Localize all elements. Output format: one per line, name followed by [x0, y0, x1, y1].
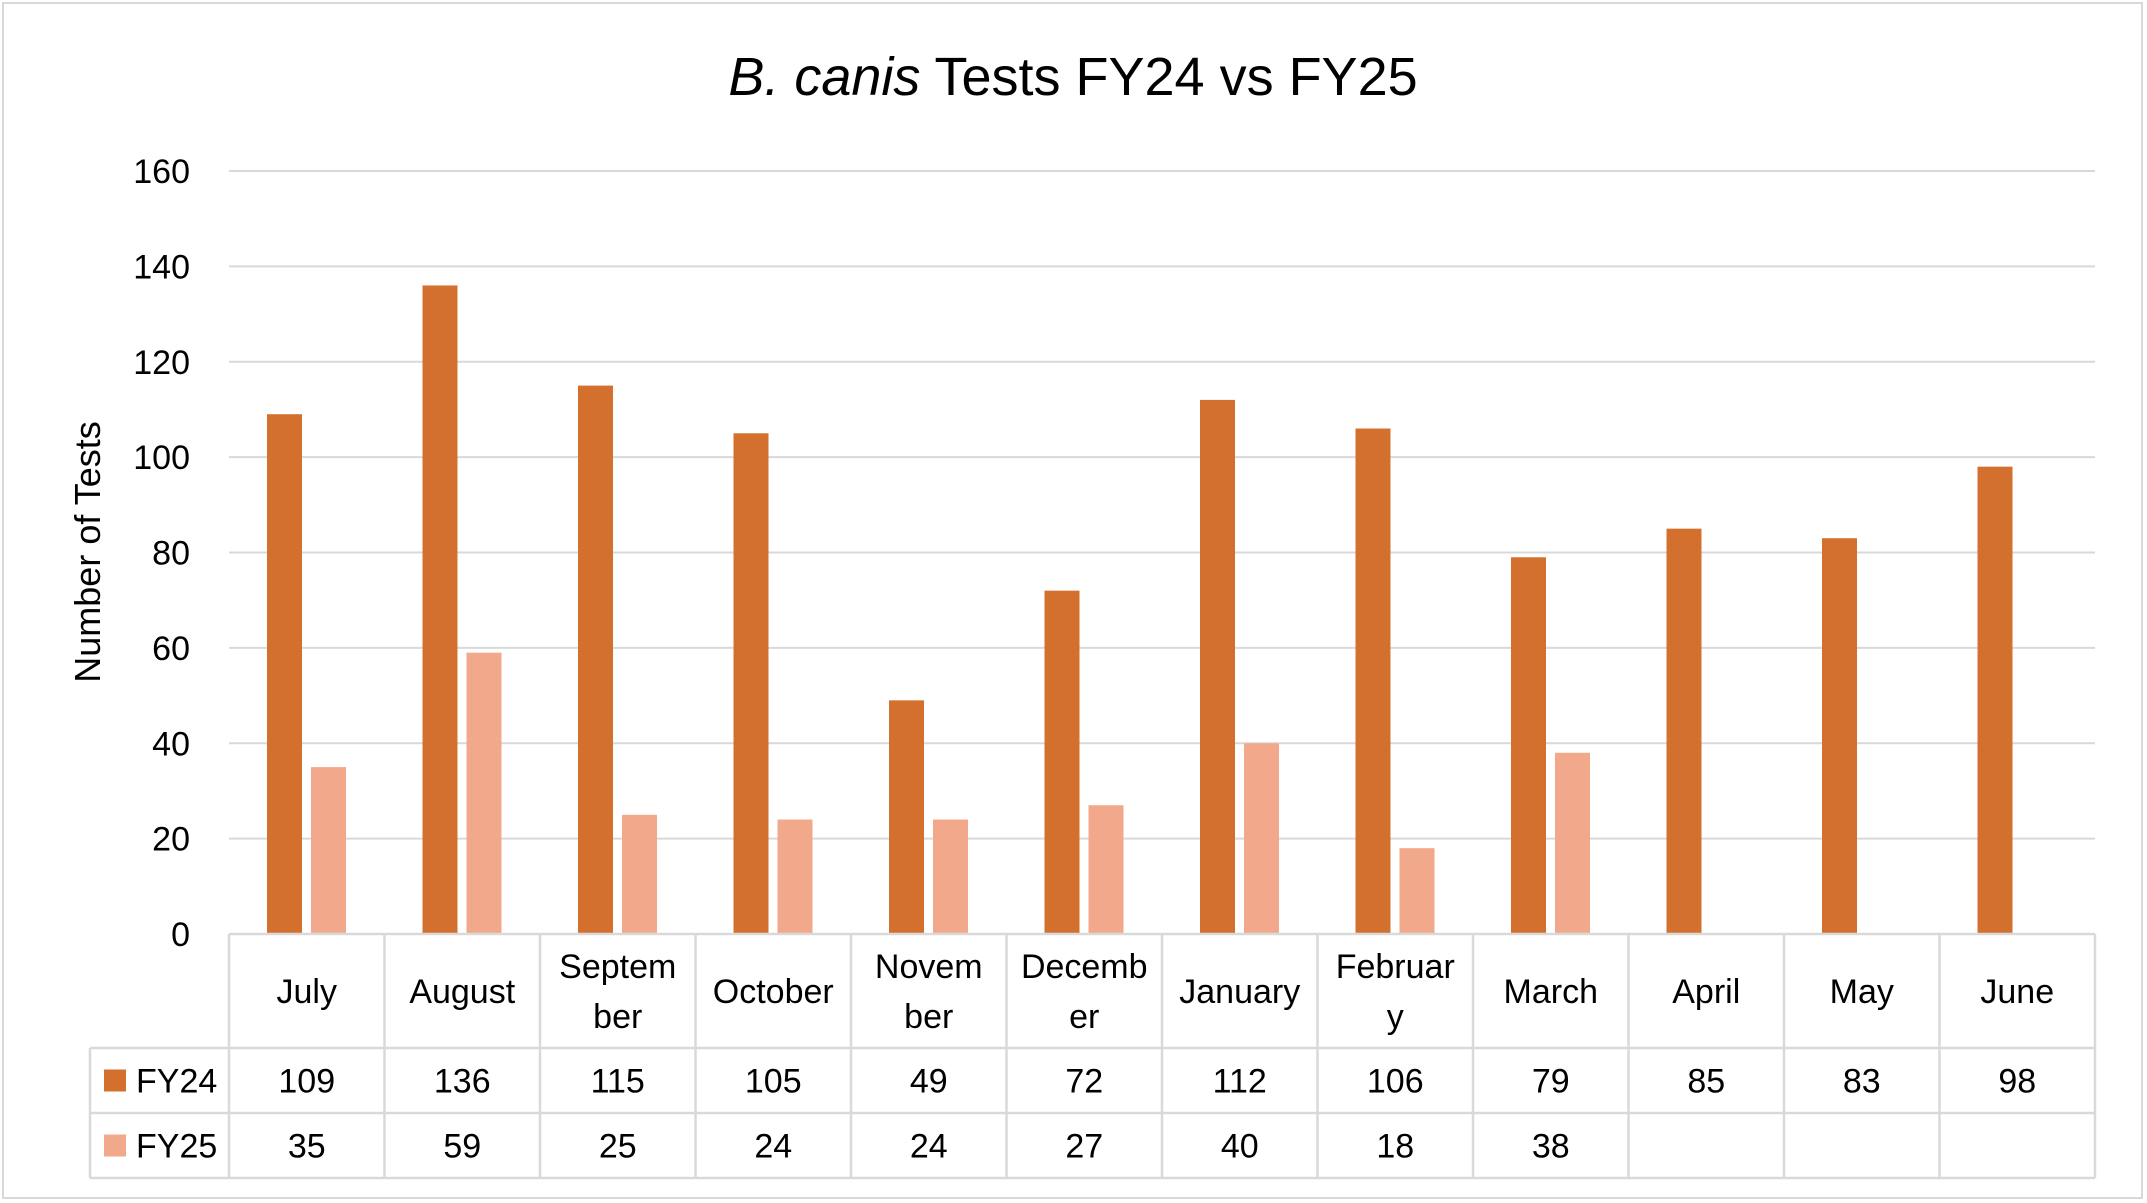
bar-fy25 — [1399, 848, 1435, 934]
bar-fy25 — [933, 819, 968, 934]
legend-label: FY25 — [136, 1128, 217, 1166]
bar-fy24 — [422, 285, 458, 934]
y-tick-label: 120 — [133, 344, 190, 382]
x-category-label: October — [713, 973, 834, 1011]
bar-fy24 — [733, 433, 769, 934]
y-tick-label: 40 — [152, 725, 190, 763]
bar-fy24 — [1511, 557, 1546, 934]
bar-fy24 — [1822, 538, 1857, 934]
bar-fy25 — [311, 767, 346, 934]
bar-fy25 — [1244, 743, 1279, 934]
data-table-value: 72 — [1065, 1063, 1103, 1101]
x-category-label: August — [409, 973, 515, 1011]
x-category-label: y — [1387, 998, 1404, 1036]
bar-fy25 — [1088, 805, 1124, 934]
legend-swatch-fy25 — [104, 1134, 126, 1157]
y-tick-label: 100 — [133, 439, 190, 477]
data-table-value: 35 — [288, 1128, 326, 1166]
bar-fy24 — [578, 385, 613, 934]
x-category-label: Februar — [1336, 948, 1455, 986]
y-tick-label: 140 — [133, 248, 190, 286]
x-category-label: er — [1069, 998, 1099, 1036]
bar-fy25 — [1555, 752, 1590, 934]
bar-fy24 — [1977, 466, 2013, 934]
data-table-value: 98 — [1998, 1063, 2036, 1101]
data-table-value: 18 — [1376, 1128, 1414, 1166]
bar-fy24 — [1666, 528, 1702, 934]
data-table-value: 115 — [591, 1063, 645, 1101]
x-category-label: July — [277, 973, 337, 1011]
data-table-value: 105 — [745, 1063, 802, 1101]
data-table-value: 24 — [754, 1128, 792, 1166]
y-tick-label: 20 — [152, 821, 190, 859]
bar-fy24 — [1044, 590, 1080, 934]
data-table-value: 59 — [443, 1128, 481, 1166]
x-category-label: Septem — [559, 948, 676, 986]
data-table-value: 24 — [910, 1128, 948, 1166]
bar-fy24 — [267, 414, 302, 934]
y-axis-label: Number of Tests — [67, 421, 108, 682]
data-table-value: 112 — [1213, 1063, 1267, 1101]
bar-fy24 — [889, 700, 924, 934]
x-category-label: April — [1672, 973, 1740, 1011]
data-table-value: 136 — [434, 1063, 491, 1101]
x-category-label: ber — [904, 998, 953, 1036]
data-table-value: 25 — [599, 1128, 637, 1166]
bar-fy25 — [777, 819, 813, 934]
x-category-label: March — [1504, 973, 1598, 1011]
x-category-label: Decemb — [1021, 948, 1148, 986]
x-category-label: Novem — [875, 948, 983, 986]
x-category-label: January — [1179, 973, 1300, 1011]
bar-fy25 — [622, 814, 657, 934]
data-table-value: 79 — [1532, 1063, 1570, 1101]
bar-fy25 — [466, 652, 502, 934]
legend-swatch-fy24 — [104, 1069, 126, 1092]
data-table-value: 106 — [1367, 1063, 1424, 1101]
bar-fy24 — [1200, 399, 1235, 934]
bar-fy24 — [1355, 428, 1391, 934]
data-table-value: 109 — [278, 1063, 335, 1101]
x-category-label: ber — [593, 998, 642, 1036]
data-table-value: 40 — [1221, 1128, 1259, 1166]
data-table-value: 83 — [1843, 1063, 1881, 1101]
data-table-value: 85 — [1687, 1063, 1725, 1101]
data-table-value: 38 — [1532, 1128, 1570, 1166]
y-tick-label: 80 — [152, 535, 190, 573]
legend-label: FY24 — [136, 1063, 217, 1101]
x-category-label: June — [1980, 973, 2054, 1011]
x-category-label: May — [1830, 973, 1894, 1011]
data-table-value: 49 — [910, 1063, 948, 1101]
y-tick-label: 60 — [152, 630, 190, 668]
data-table-value: 27 — [1065, 1128, 1103, 1166]
chart-title: B. canis Tests FY24 vs FY25 — [728, 47, 1417, 107]
y-tick-label: 160 — [133, 153, 190, 191]
y-tick-label: 0 — [171, 916, 190, 954]
